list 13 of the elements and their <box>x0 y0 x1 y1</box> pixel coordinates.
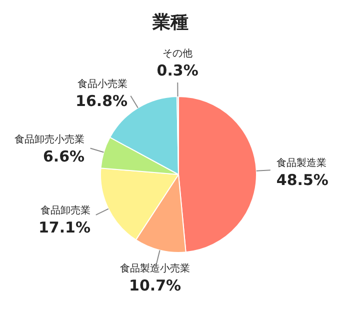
data-label: 10.7% <box>129 276 182 295</box>
chart-title: 業種 <box>152 12 188 33</box>
slice-label: その他 <box>162 48 193 60</box>
data-label: 48.5% <box>276 170 328 189</box>
slice-label: 食品卸売業 <box>40 204 90 217</box>
slice-label: 食品製造業 <box>276 156 326 169</box>
data-label: 17.1% <box>38 218 90 237</box>
slice-label: 食品製造小売業 <box>120 262 190 275</box>
data-label: 6.6% <box>42 148 85 166</box>
slice-label: 食品卸売小売業 <box>14 134 85 146</box>
data-label: 16.8% <box>76 92 128 110</box>
data-label: 0.3% <box>156 62 198 80</box>
slice-label: 食品小売業 <box>78 78 128 90</box>
